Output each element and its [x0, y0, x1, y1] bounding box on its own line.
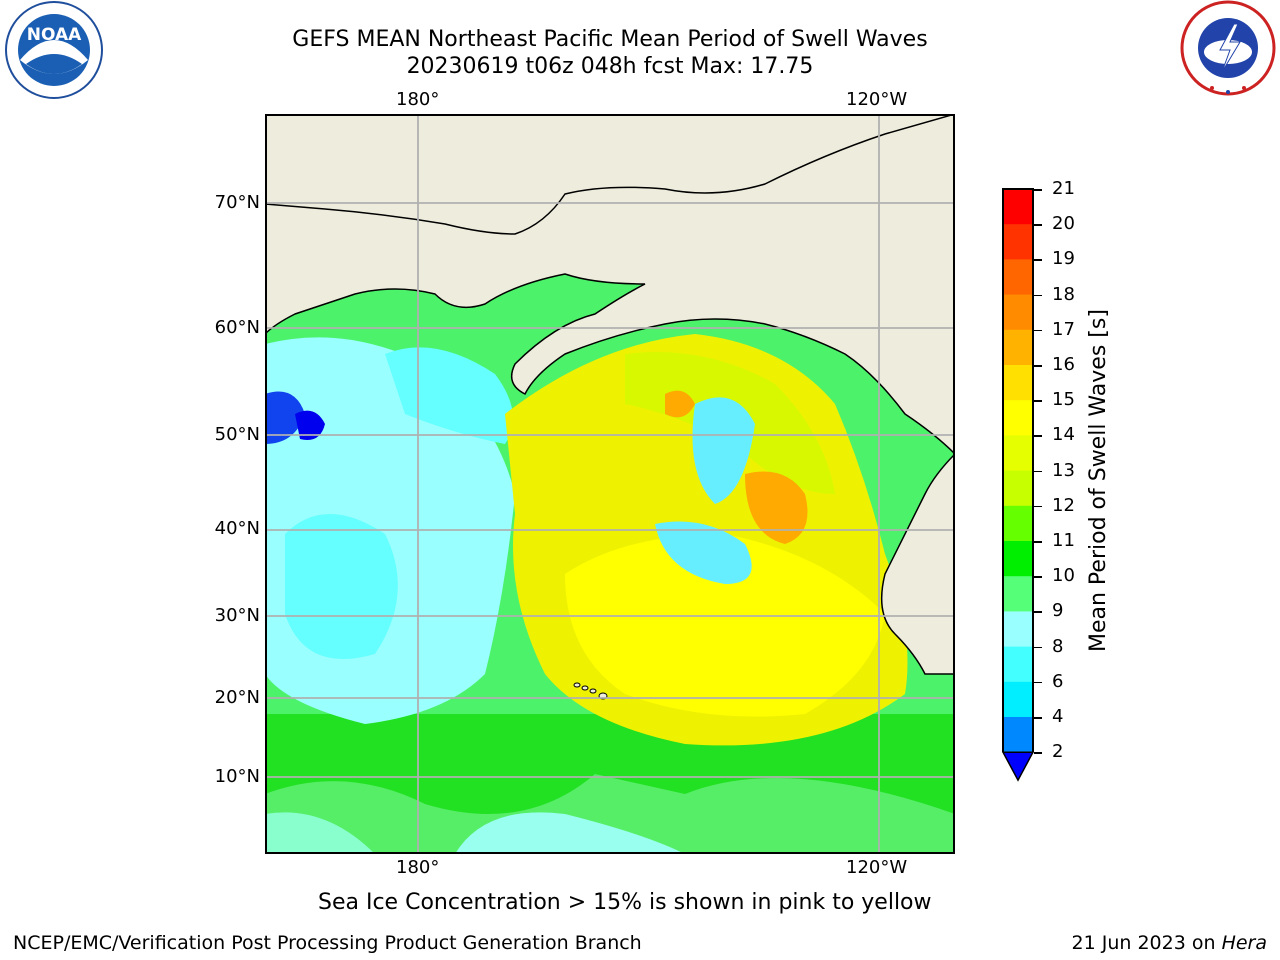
colorbar-tick-mark: [1034, 365, 1042, 367]
colorbar-tick-mark: [1034, 541, 1042, 543]
lat-label-20n: 20°N: [214, 687, 260, 708]
lon-label-top-120w: 120°W: [846, 89, 908, 110]
colorbar-tick-mark: [1034, 611, 1042, 613]
colorbar-tick-label: 6: [1052, 670, 1064, 692]
colorbar-tick-mark: [1034, 646, 1042, 649]
colorbar-tick-label: 2: [1052, 741, 1064, 763]
land-west-coast: [881, 454, 955, 674]
colorbar-band: [1003, 435, 1033, 472]
colorbar-band: [1003, 717, 1033, 753]
colorbar-band: [1003, 505, 1033, 542]
colorbar-tick-mark: [1034, 505, 1042, 508]
colorbar-tick-label: 18: [1052, 283, 1075, 305]
colorbar-tick-label: 11: [1052, 530, 1075, 551]
lon-label-bottom-180: 180°: [396, 857, 440, 878]
colorbar-band: [1003, 329, 1033, 366]
map-subtitle: 20230619 t06z 048h fcst Max: 17.75: [406, 54, 814, 79]
colorbar-tick-label: 10: [1052, 565, 1075, 587]
colorbar-band: [1003, 400, 1033, 436]
svg-text:NOAA: NOAA: [27, 25, 82, 45]
colorbar-band: [1003, 294, 1033, 331]
lat-label-70n: 70°N: [214, 192, 260, 213]
colorbar-swatches: [1001, 188, 1035, 782]
land-alaska: [265, 114, 955, 454]
lat-label-50n: 50°N: [214, 424, 260, 445]
lat-label-10n: 10°N: [214, 766, 260, 787]
colorbar-tick-mark: [1034, 329, 1042, 332]
colorbar-tick-mark: [1034, 294, 1042, 297]
colorbar-frame: [1002, 188, 1034, 753]
colorbar-tick-mark: [1034, 224, 1042, 226]
colorbar-band: [1003, 224, 1033, 260]
graticule: [265, 114, 955, 854]
colorbar-band: [1003, 611, 1033, 648]
colorbar-under-triangle: [1001, 751, 1035, 782]
colorbar-band: [1003, 681, 1033, 718]
colorbar-band: [1003, 646, 1033, 683]
colorbar-label: Mean Period of Swell Waves [s]: [1086, 309, 1111, 652]
lon-label-bottom-120w: 120°W: [846, 857, 908, 878]
colorbar-band: [1003, 365, 1033, 401]
sea-ice-note: Sea Ice Concentration > 15% is shown in …: [318, 890, 932, 915]
colorbar-tick-mark: [1034, 752, 1042, 754]
colorbar-tick-label: 20: [1052, 213, 1075, 235]
colorbar-tick-label: 17: [1052, 318, 1075, 340]
colorbar-band: [1003, 259, 1033, 296]
colorbar-band: [1003, 541, 1033, 577]
colorbar-tick-label: 12: [1052, 494, 1075, 516]
colorbar-tick-label: 8: [1052, 635, 1064, 657]
colorbar-tick-mark: [1034, 717, 1042, 719]
colorbar-tick-mark: [1034, 189, 1042, 191]
colorbar-tick-label: 4: [1052, 706, 1064, 727]
colorbar-tick-label: 13: [1052, 459, 1075, 481]
colorbar-tick-label: 14: [1052, 424, 1075, 446]
colorbar-band: [1003, 189, 1033, 225]
colorbar-tick-mark: [1034, 259, 1042, 261]
colorbar-tick-mark: [1034, 400, 1042, 402]
swell-period-map: [265, 114, 955, 854]
colorbar-tick-mark: [1034, 576, 1042, 578]
lon-label-top-180: 180°: [396, 89, 440, 110]
map-panel: [265, 114, 955, 854]
footer-date-text: 21 Jun 2023 on: [1071, 932, 1222, 954]
footer-date: 21 Jun 2023 on Hera: [1072, 932, 1267, 954]
lat-label-60n: 60°N: [214, 317, 260, 338]
colorbar-tick-mark: [1034, 435, 1042, 437]
colorbar-band: [1003, 576, 1033, 612]
map-title: GEFS MEAN Northeast Pacific Mean Period …: [292, 27, 928, 52]
colorbar-tick-label: 21: [1052, 178, 1075, 199]
colorbar-tick-label: 16: [1052, 354, 1075, 375]
colorbar-band: [1003, 470, 1033, 507]
colorbar-tick-mark: [1034, 470, 1042, 473]
footer-branch: NCEP/EMC/Verification Post Processing Pr…: [13, 932, 642, 954]
colorbar-tick-label: 9: [1052, 600, 1064, 622]
colorbar-tick-mark: [1034, 681, 1042, 684]
colorbar-tick-label: 19: [1052, 248, 1075, 270]
nws-logo: [1178, 0, 1278, 100]
colorbar-tick-label: 15: [1052, 389, 1075, 411]
map-frame: [265, 114, 955, 854]
colorbar: [1001, 188, 1035, 784]
footer-host: Hera: [1221, 932, 1267, 954]
lat-label-40n: 40°N: [214, 518, 260, 539]
lat-label-30n: 30°N: [214, 605, 260, 626]
noaa-logo: NOAA: [2, 0, 106, 104]
